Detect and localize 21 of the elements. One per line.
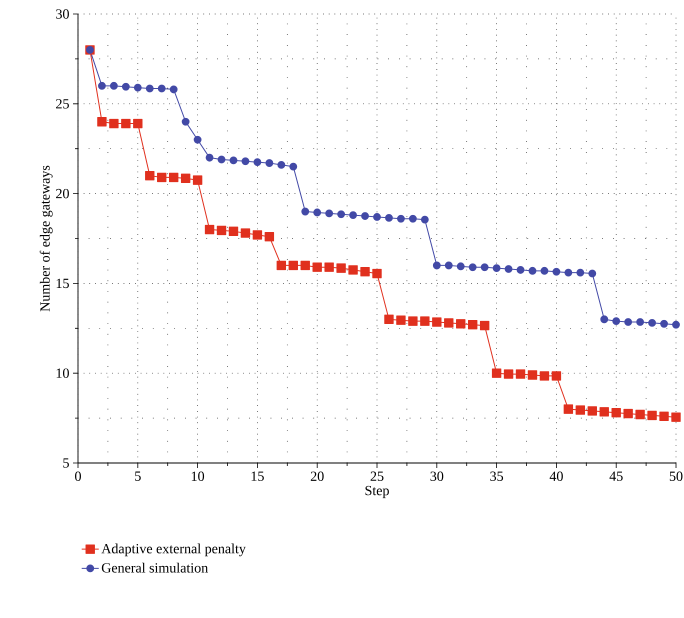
x-tick-label: 10 xyxy=(192,472,204,481)
x-tick-label: 0 xyxy=(75,472,81,481)
legend-label: Adaptive external penalty xyxy=(101,544,246,556)
x-tick-label: 30 xyxy=(430,472,444,481)
y-tick-label: 15 xyxy=(56,278,69,288)
x-tick-label: 50 xyxy=(670,472,682,481)
y-tick-label: 5 xyxy=(63,458,69,468)
y-tick-label: 20 xyxy=(56,188,69,198)
y-tick-label: 25 xyxy=(56,99,69,109)
x-tick-label: 5 xyxy=(135,472,141,481)
y-tick-label: 30 xyxy=(56,9,69,19)
x-tick-label: 35 xyxy=(490,472,504,481)
y-tick-label: 10 xyxy=(56,368,69,378)
x-axis-title: Step xyxy=(366,486,389,498)
y-axis-title: Number of edge gateways xyxy=(40,166,53,312)
x-tick-label: 45 xyxy=(609,472,623,481)
x-tick-label: 40 xyxy=(550,472,563,481)
legend-label: General simulation xyxy=(102,562,208,573)
x-tick-label: 20 xyxy=(310,472,324,481)
x-tick-label: 25 xyxy=(370,472,384,481)
x-tick-label: 15 xyxy=(252,472,264,481)
